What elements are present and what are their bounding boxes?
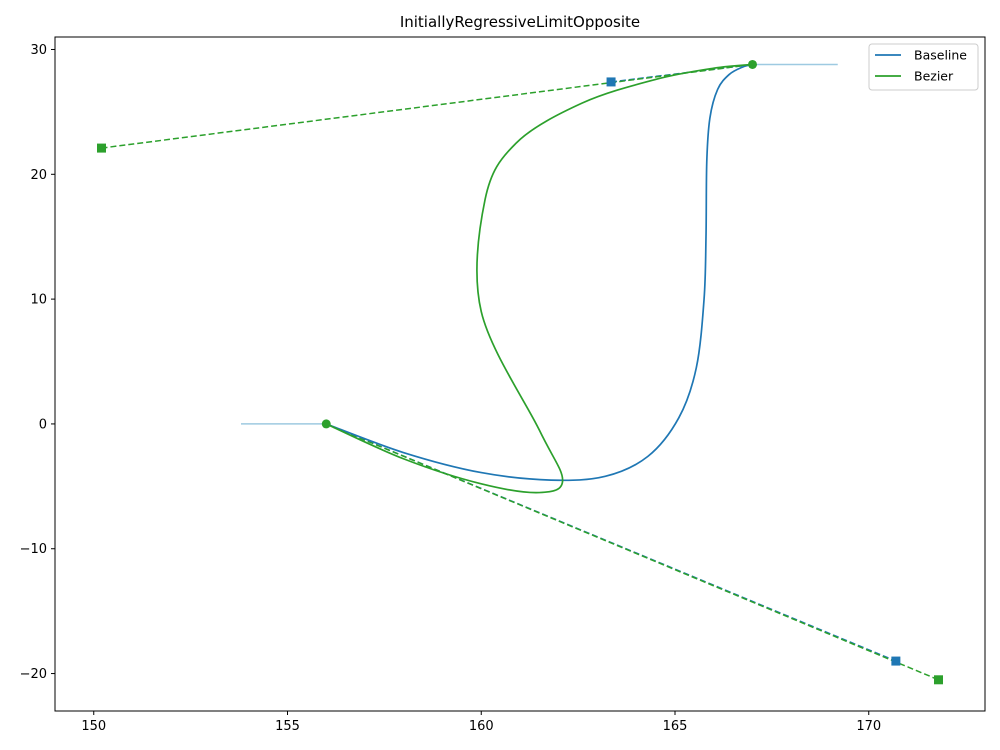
y-tick-label: 20 (30, 168, 47, 183)
x-tick-label: 160 (469, 719, 494, 734)
axes-frame (54, 36, 986, 712)
control-point-marker (97, 143, 106, 153)
y-tick-label: 30 (30, 43, 47, 58)
series-line-bezier (325, 63, 753, 494)
endpoint-marker (748, 59, 757, 69)
x-tick-label: 155 (275, 719, 300, 734)
series-line-baseline (325, 63, 753, 482)
plot-area (97, 59, 943, 685)
control-point-marker (891, 656, 901, 666)
x-tick-label: 170 (856, 719, 881, 734)
plot-content (97, 59, 943, 685)
axes: 150 155 160 165 170 −20 −10 0 10 20 30 (20, 36, 986, 734)
control-polygon-line (325, 423, 939, 681)
chart-title: InitiallyRegressiveLimitOpposite (400, 13, 640, 31)
legend: Baseline Bezier (868, 43, 979, 91)
y-tick-label: −10 (20, 542, 47, 557)
x-tick-label: 165 (663, 719, 688, 734)
legend-label-baseline: Baseline (914, 48, 967, 63)
x-tick-label: 150 (81, 719, 106, 734)
legend-label-bezier: Bezier (914, 69, 954, 84)
y-tick-label: 0 (39, 417, 47, 432)
y-tick-label: −20 (20, 667, 47, 682)
control-point-marker (934, 675, 943, 685)
control-point-marker (606, 77, 616, 87)
y-tick-label: 10 (30, 293, 47, 308)
control-polygon-line (101, 63, 753, 149)
endpoint-marker (321, 419, 331, 429)
